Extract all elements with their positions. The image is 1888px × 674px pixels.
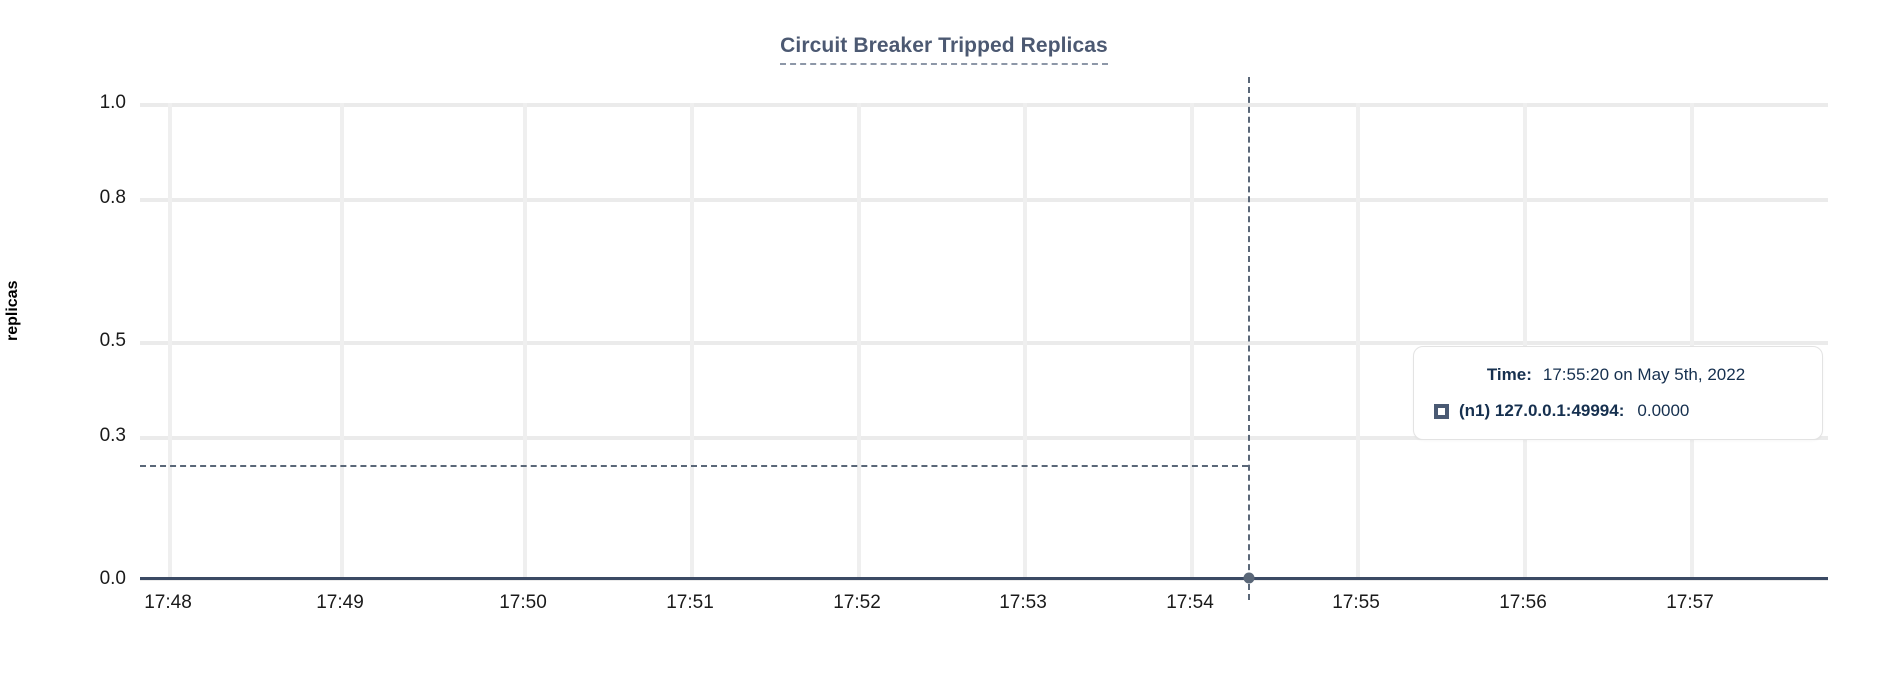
gridline-horizontal [140,341,1828,345]
tooltip-series-value: 0.0000 [1637,401,1690,420]
x-tick-label: 17:48 [144,592,192,613]
gridline-vertical [168,103,172,580]
series-color-swatch-icon [1434,403,1449,419]
tooltip-series-label: (n1) 127.0.0.1:49994: [1459,401,1625,420]
tooltip-time-row: Time: 17:55:20 on May 5th, 2022 [1434,365,1798,385]
y-tick-label: 0.5 [99,330,126,351]
x-tick-label: 17:56 [1499,592,1547,613]
y-tick-label: 0.0 [99,568,126,589]
x-tick-label: 17:49 [316,592,364,613]
gridline-vertical [1690,103,1694,580]
data-point-marker[interactable] [1243,572,1255,584]
gridline-vertical [523,103,527,580]
x-tick-label: 17:50 [499,592,547,613]
y-tick-label: 0.8 [99,187,126,208]
tooltip-time-label: Time: [1486,365,1532,384]
gridline-horizontal [140,436,1828,440]
tooltip-series-row: (n1) 127.0.0.1:49994: 0.0000 [1434,401,1798,421]
gridline-vertical [690,103,694,580]
gridline-vertical [1356,103,1360,580]
crosshair-horizontal [140,465,1248,467]
chart-title: Circuit Breaker Tripped Replicas [0,34,1888,65]
plot-area[interactable] [140,77,1828,600]
x-tick-label: 17:52 [833,592,881,613]
y-tick-label: 0.3 [99,425,126,446]
x-tick-label: 17:54 [1166,592,1214,613]
gridline-horizontal [140,198,1828,202]
x-tick-label: 17:55 [1332,592,1380,613]
x-tick-label: 17:57 [1666,592,1714,613]
gridline-vertical [1190,103,1194,580]
series-line [140,577,1828,580]
gridline-vertical [1523,103,1527,580]
tooltip-time-value: 17:55:20 on May 5th, 2022 [1542,365,1746,384]
chart-title-text: Circuit Breaker Tripped Replicas [780,34,1108,65]
x-tick-label: 17:53 [999,592,1047,613]
gridline-horizontal [140,103,1828,107]
gridline-vertical [1023,103,1027,580]
chart-tooltip: Time: 17:55:20 on May 5th, 2022 (n1) 127… [1413,346,1823,440]
crosshair-vertical [1248,77,1250,600]
gridline-vertical [340,103,344,580]
gridline-vertical [857,103,861,580]
y-tick-label: 1.0 [99,92,126,113]
x-tick-label: 17:51 [666,592,714,613]
